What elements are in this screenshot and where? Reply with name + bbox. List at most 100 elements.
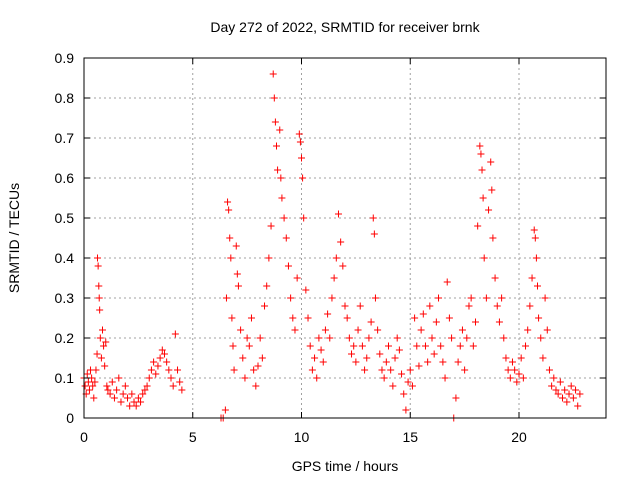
y-tick-label: 0.8 bbox=[55, 90, 75, 106]
data-point bbox=[495, 318, 503, 326]
data-point bbox=[545, 366, 553, 374]
data-point bbox=[537, 334, 545, 342]
data-point bbox=[469, 342, 477, 350]
data-point bbox=[345, 334, 353, 342]
data-point bbox=[287, 294, 295, 302]
data-point bbox=[300, 214, 308, 222]
data-point bbox=[274, 166, 282, 174]
data-point bbox=[421, 342, 429, 350]
data-point bbox=[299, 174, 307, 182]
data-point bbox=[350, 342, 358, 350]
data-point bbox=[222, 294, 230, 302]
data-point bbox=[229, 342, 237, 350]
data-point bbox=[141, 386, 149, 394]
data-point bbox=[419, 310, 427, 318]
data-point bbox=[435, 294, 443, 302]
data-point bbox=[91, 378, 99, 386]
data-point bbox=[567, 382, 575, 390]
data-point bbox=[417, 326, 425, 334]
data-point bbox=[467, 294, 475, 302]
data-point bbox=[476, 142, 484, 150]
data-point bbox=[108, 378, 116, 386]
data-point bbox=[321, 326, 329, 334]
data-point bbox=[352, 358, 360, 366]
data-point bbox=[389, 382, 397, 390]
y-tick-label: 0.9 bbox=[55, 50, 75, 66]
data-point bbox=[441, 374, 449, 382]
data-point bbox=[552, 386, 560, 394]
data-point bbox=[119, 390, 127, 398]
data-point bbox=[271, 118, 279, 126]
data-point bbox=[289, 314, 297, 322]
data-point bbox=[348, 350, 356, 358]
data-point bbox=[178, 386, 186, 394]
data-point bbox=[339, 262, 347, 270]
data-point bbox=[224, 198, 232, 206]
data-point bbox=[160, 350, 168, 358]
data-point bbox=[556, 378, 564, 386]
data-point bbox=[515, 370, 523, 378]
data-point bbox=[565, 390, 573, 398]
data-point bbox=[96, 334, 104, 342]
data-point bbox=[174, 366, 182, 374]
data-point bbox=[163, 358, 171, 366]
data-point bbox=[304, 314, 312, 322]
data-point bbox=[171, 330, 179, 338]
data-point bbox=[254, 362, 262, 370]
data-point bbox=[239, 354, 247, 362]
data-point bbox=[439, 358, 447, 366]
data-point bbox=[374, 326, 382, 334]
y-tick-label: 0.6 bbox=[55, 170, 75, 186]
x-tick-label: 10 bbox=[294, 429, 310, 445]
data-point bbox=[132, 402, 140, 410]
data-point bbox=[548, 382, 556, 390]
data-point bbox=[137, 398, 145, 406]
data-point bbox=[385, 342, 392, 350]
data-point bbox=[243, 334, 251, 342]
data-point bbox=[533, 282, 541, 290]
data-point bbox=[272, 142, 280, 150]
data-point bbox=[128, 390, 136, 398]
data-point bbox=[395, 346, 403, 354]
data-point bbox=[448, 334, 456, 342]
data-point bbox=[400, 390, 408, 398]
data-point bbox=[234, 282, 242, 290]
data-point bbox=[463, 334, 471, 342]
x-tick-label: 0 bbox=[80, 429, 88, 445]
data-point bbox=[363, 354, 371, 362]
data-point bbox=[319, 358, 327, 366]
data-point bbox=[370, 230, 378, 238]
data-point bbox=[93, 350, 101, 358]
data-point bbox=[101, 362, 109, 370]
data-point bbox=[493, 302, 501, 310]
data-point bbox=[291, 326, 299, 334]
data-point bbox=[358, 342, 366, 350]
data-point bbox=[511, 366, 519, 374]
plot-frame bbox=[83, 57, 607, 419]
data-point bbox=[522, 342, 530, 350]
y-tick-label: 0.1 bbox=[55, 370, 75, 386]
data-point bbox=[504, 366, 512, 374]
data-point bbox=[152, 370, 160, 378]
data-point bbox=[282, 234, 290, 242]
y-axis-label: SRMTID / TECUs bbox=[6, 183, 22, 293]
data-point bbox=[576, 390, 584, 398]
data-point bbox=[472, 318, 479, 326]
data-point bbox=[156, 354, 164, 362]
data-point bbox=[221, 406, 229, 414]
data-point bbox=[269, 70, 277, 78]
data-point bbox=[334, 210, 342, 218]
data-point bbox=[543, 326, 551, 334]
data-point bbox=[276, 126, 284, 134]
data-point bbox=[524, 326, 532, 334]
data-point bbox=[115, 374, 123, 382]
data-point bbox=[265, 254, 273, 262]
y-tick-label: 0.2 bbox=[55, 330, 75, 346]
data-point bbox=[508, 358, 516, 366]
data-point bbox=[154, 362, 162, 370]
data-point bbox=[478, 166, 486, 174]
data-point bbox=[237, 326, 245, 334]
data-point bbox=[526, 302, 534, 310]
data-point bbox=[341, 302, 349, 310]
